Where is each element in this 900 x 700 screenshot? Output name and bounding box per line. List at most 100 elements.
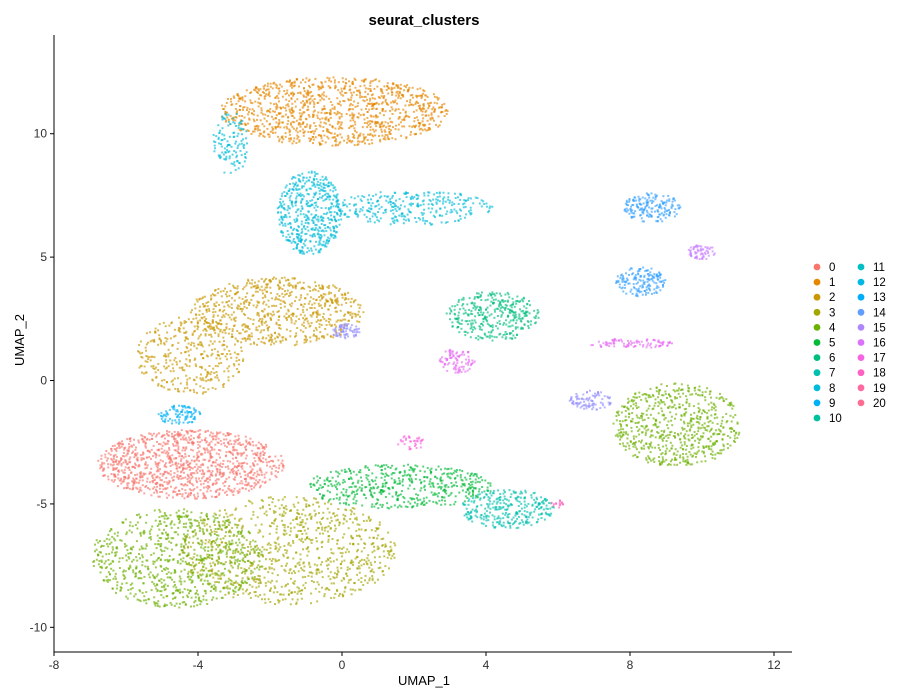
data-point: [136, 487, 139, 490]
data-point: [268, 567, 271, 570]
data-point: [267, 305, 270, 308]
data-point: [306, 89, 309, 92]
data-point: [223, 370, 226, 373]
data-point: [419, 87, 422, 90]
data-point: [643, 418, 646, 421]
data-point: [264, 582, 267, 584]
data-point: [166, 483, 169, 486]
data-point: [187, 464, 190, 467]
data-point: [163, 470, 166, 473]
data-point: [359, 132, 362, 135]
data-point: [166, 337, 169, 340]
data-point: [351, 104, 354, 107]
data-point: [229, 460, 232, 463]
data-point: [275, 114, 278, 117]
data-point: [257, 125, 260, 128]
data-point: [213, 294, 216, 297]
data-point: [175, 588, 178, 591]
data-point: [327, 137, 330, 140]
data-point: [319, 521, 321, 524]
data-point: [303, 87, 305, 90]
data-point: [256, 300, 259, 303]
data-point: [151, 480, 154, 482]
data-point: [307, 114, 310, 116]
data-point: [397, 128, 400, 131]
data-point: [237, 532, 240, 535]
data-point: [153, 509, 156, 512]
data-point: [407, 88, 410, 91]
data-point: [250, 488, 253, 491]
data-point: [257, 531, 260, 534]
data-point: [241, 328, 244, 331]
data-point: [231, 297, 233, 300]
data-point: [320, 111, 323, 114]
data-point: [165, 566, 168, 569]
data-point: [221, 475, 224, 477]
data-point: [262, 555, 264, 558]
data-point: [225, 553, 228, 556]
data-point: [437, 115, 440, 118]
data-point: [143, 436, 146, 438]
data-point: [299, 558, 302, 561]
data-point: [283, 568, 286, 571]
data-point: [192, 455, 195, 458]
data-point: [235, 359, 238, 362]
data-point: [190, 571, 192, 574]
data-point: [295, 129, 298, 132]
data-point: [199, 466, 202, 469]
data-point: [190, 448, 193, 451]
data-point: [175, 457, 178, 459]
data-point: [169, 514, 172, 517]
data-point: [222, 537, 225, 540]
data-point: [184, 535, 187, 538]
data-point: [367, 93, 369, 96]
data-point: [312, 334, 315, 337]
data-point: [144, 461, 147, 464]
data-point: [225, 119, 228, 122]
data-point: [182, 596, 185, 599]
data-point: [275, 117, 277, 120]
data-point: [218, 464, 221, 467]
data-point: [275, 102, 278, 105]
data-point: [340, 136, 343, 139]
data-point: [183, 508, 186, 511]
data-point: [201, 317, 204, 320]
data-point: [107, 452, 110, 455]
data-point: [193, 605, 196, 608]
data-point: [329, 313, 332, 316]
data-point: [134, 474, 136, 477]
data-point: [298, 318, 300, 321]
data-point: [234, 508, 237, 511]
data-point: [322, 126, 325, 129]
data-point: [279, 340, 282, 343]
data-point: [109, 463, 112, 466]
data-point: [155, 470, 158, 473]
data-point: [344, 318, 347, 321]
data-point: [100, 551, 102, 554]
data-point: [155, 490, 158, 492]
data-point: [237, 100, 240, 103]
data-point: [174, 491, 177, 493]
data-point: [278, 138, 281, 141]
data-point: [126, 484, 129, 487]
data-point: [238, 441, 241, 444]
data-point: [324, 122, 327, 125]
data-point: [124, 477, 127, 480]
data-point: [142, 472, 145, 475]
data-point: [193, 466, 196, 468]
data-point: [171, 476, 174, 479]
data-point: [347, 298, 350, 301]
data-point: [369, 132, 372, 135]
data-point: [185, 337, 187, 340]
data-point: [161, 444, 164, 447]
data-point: [411, 94, 414, 96]
data-point: [308, 300, 311, 303]
data-point: [212, 435, 215, 438]
data-point: [215, 438, 217, 441]
data-point: [268, 339, 271, 342]
data-point: [426, 119, 429, 122]
data-point: [321, 97, 324, 100]
data-point: [192, 541, 194, 544]
data-point: [308, 98, 311, 101]
data-point: [263, 125, 266, 128]
